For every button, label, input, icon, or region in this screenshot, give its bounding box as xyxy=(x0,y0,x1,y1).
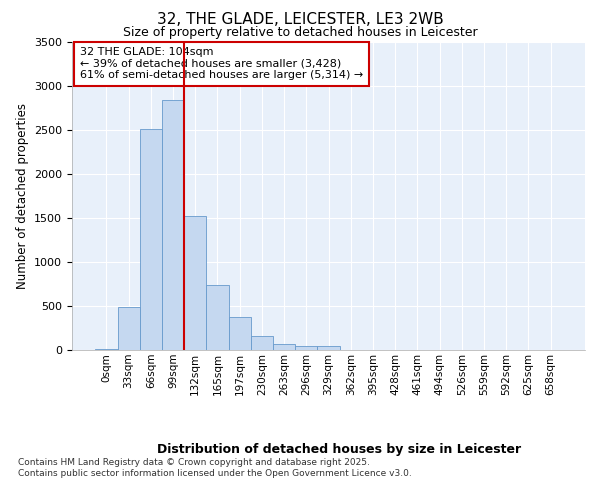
Bar xyxy=(317,346,340,350)
Bar xyxy=(273,344,295,350)
Text: Contains HM Land Registry data © Crown copyright and database right 2025.
Contai: Contains HM Land Registry data © Crown c… xyxy=(18,458,412,477)
Bar xyxy=(295,346,317,350)
Bar xyxy=(140,128,162,350)
Text: 32 THE GLADE: 104sqm
← 39% of detached houses are smaller (3,428)
61% of semi-de: 32 THE GLADE: 104sqm ← 39% of detached h… xyxy=(80,47,363,80)
Bar xyxy=(118,307,140,350)
Bar xyxy=(95,349,118,350)
Text: Size of property relative to detached houses in Leicester: Size of property relative to detached ho… xyxy=(122,26,478,39)
Bar xyxy=(162,100,184,350)
Bar xyxy=(184,216,206,350)
Bar xyxy=(251,336,273,350)
Text: Distribution of detached houses by size in Leicester: Distribution of detached houses by size … xyxy=(157,442,521,456)
Bar xyxy=(229,316,251,350)
Bar xyxy=(206,285,229,350)
Y-axis label: Number of detached properties: Number of detached properties xyxy=(16,104,29,289)
Text: 32, THE GLADE, LEICESTER, LE3 2WB: 32, THE GLADE, LEICESTER, LE3 2WB xyxy=(157,12,443,28)
